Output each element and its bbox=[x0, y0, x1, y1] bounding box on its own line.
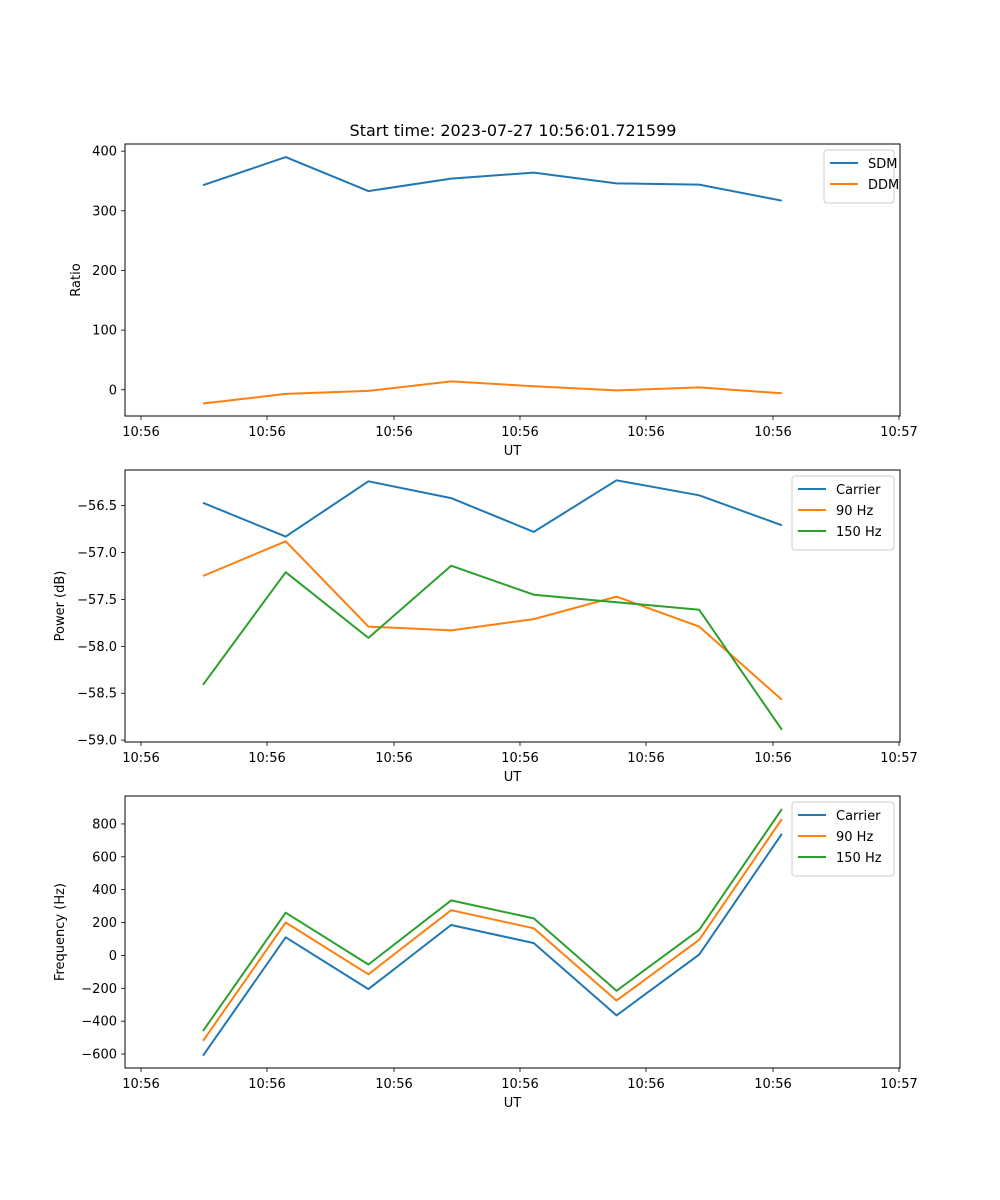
legend-label: 90 Hz bbox=[836, 830, 873, 845]
series-line-carrier bbox=[202, 479, 783, 538]
series-line-150-hz bbox=[202, 808, 783, 1032]
legend-label: 150 Hz bbox=[836, 851, 882, 866]
legend-label: Carrier bbox=[836, 483, 881, 498]
legend-label: 90 Hz bbox=[836, 504, 873, 519]
y-tick-label: 300 bbox=[92, 204, 117, 219]
y-tick-label: 600 bbox=[92, 850, 117, 865]
y-tick-label: −57.0 bbox=[77, 546, 117, 561]
y-axis-label: Frequency (Hz) bbox=[53, 883, 68, 981]
y-tick-label: −200 bbox=[81, 982, 117, 997]
y-tick-label: 400 bbox=[92, 145, 117, 160]
legend-label: DDM bbox=[868, 178, 899, 193]
x-tick-label: 10:56 bbox=[122, 751, 159, 766]
series-line-150-hz bbox=[202, 564, 783, 731]
x-tick-label: 10:57 bbox=[880, 1077, 917, 1092]
legend-label: 150 Hz bbox=[836, 525, 882, 540]
y-tick-label: 400 bbox=[92, 883, 117, 898]
x-tick-label: 10:56 bbox=[501, 425, 538, 440]
x-tick-label: 10:57 bbox=[880, 425, 917, 440]
series-line-90-hz bbox=[202, 540, 783, 701]
x-tick-label: 10:56 bbox=[627, 751, 664, 766]
legend-label: SDM bbox=[868, 157, 897, 172]
x-tick-label: 10:56 bbox=[122, 425, 159, 440]
y-tick-label: 200 bbox=[92, 264, 117, 279]
y-tick-label: −600 bbox=[81, 1048, 117, 1063]
x-tick-label: 10:56 bbox=[248, 1077, 285, 1092]
x-tick-label: 10:56 bbox=[375, 1077, 412, 1092]
x-tick-label: 10:56 bbox=[501, 1077, 538, 1092]
x-tick-label: 10:56 bbox=[627, 425, 664, 440]
series-line-ddm bbox=[202, 380, 782, 405]
legend-label: Carrier bbox=[836, 809, 881, 824]
series-line-carrier bbox=[202, 833, 783, 1057]
x-tick-label: 10:57 bbox=[880, 751, 917, 766]
chart-panel-3: −600 −400 −200 0 200 400 600 800 10:56 10:56 10:56… bbox=[53, 795, 918, 1111]
plot-frame bbox=[124, 143, 901, 417]
x-axis-label: UT bbox=[504, 1096, 522, 1111]
y-tick-label: −57.5 bbox=[77, 593, 117, 608]
y-tick-label: 0 bbox=[109, 949, 117, 964]
x-tick-label: 10:56 bbox=[627, 1077, 664, 1092]
plot-frame bbox=[124, 795, 901, 1069]
y-axis-label: Power (dB) bbox=[53, 571, 68, 642]
series-line-90-hz bbox=[202, 818, 783, 1042]
y-tick-label: −58.0 bbox=[77, 640, 117, 655]
figure-title: Start time: 2023-07-27 10:56:01.721599 bbox=[350, 121, 677, 140]
x-tick-label: 10:56 bbox=[248, 425, 285, 440]
x-tick-label: 10:56 bbox=[122, 1077, 159, 1092]
y-axis-label: Ratio bbox=[69, 263, 84, 296]
x-tick-label: 10:56 bbox=[754, 751, 791, 766]
chart-panel-1: 0 100 200 300 400 10:56 10:56 10:56 10:56 10:56 10… bbox=[69, 143, 918, 459]
legend: Carrier 90 Hz 150 Hz bbox=[791, 801, 895, 877]
plot-frame bbox=[124, 469, 901, 743]
y-tick-label: −59.0 bbox=[77, 734, 117, 749]
y-tick-label: −56.5 bbox=[77, 499, 117, 514]
y-tick-label: 200 bbox=[92, 916, 117, 931]
legend: Carrier 90 Hz 150 Hz bbox=[791, 475, 895, 551]
x-tick-label: 10:56 bbox=[248, 751, 285, 766]
y-tick-label: −58.5 bbox=[77, 687, 117, 702]
chart-panel-2: −56.5 −57.0 −57.5 −58.0 −58.5 −59.0 10:56 10:56… bbox=[53, 469, 918, 785]
x-tick-label: 10:56 bbox=[375, 425, 412, 440]
legend: SDM DDM bbox=[823, 149, 899, 204]
x-tick-label: 10:56 bbox=[754, 1077, 791, 1092]
y-tick-label: −400 bbox=[81, 1015, 117, 1030]
series-line-sdm bbox=[202, 156, 783, 202]
x-tick-label: 10:56 bbox=[375, 751, 412, 766]
x-tick-label: 10:56 bbox=[754, 425, 791, 440]
x-axis-label: UT bbox=[504, 770, 522, 785]
y-tick-label: 100 bbox=[92, 324, 117, 339]
y-tick-label: 800 bbox=[92, 817, 117, 832]
charts-container: 0 100 200 300 400 10:56 10:56 10:56 10:56 10:56 10… bbox=[53, 143, 918, 1111]
x-axis-label: UT bbox=[504, 444, 522, 459]
x-tick-label: 10:56 bbox=[501, 751, 538, 766]
y-tick-label: 0 bbox=[109, 383, 117, 398]
